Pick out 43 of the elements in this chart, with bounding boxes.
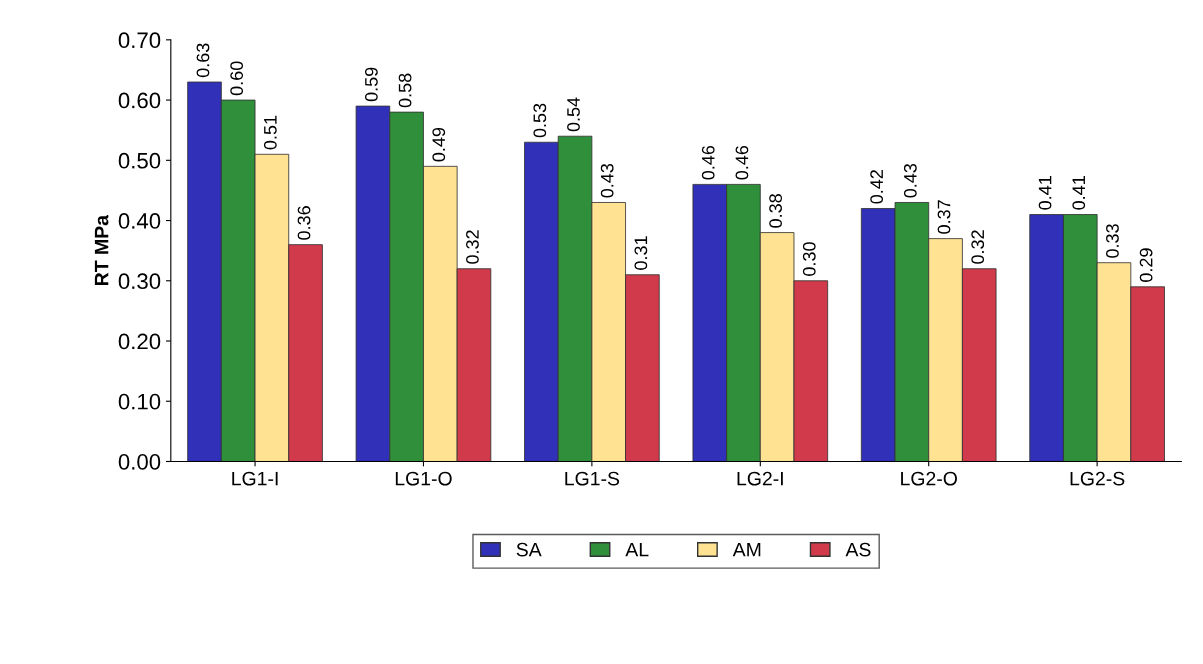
y-tick-label: 0.00 (118, 454, 161, 470)
data-label: 0.43 (903, 163, 917, 198)
x-tick-label: LG2-S (1070, 471, 1125, 486)
data-label: 0.60 (230, 61, 244, 96)
legend-label: SA (516, 542, 542, 557)
data-label: 0.30 (802, 242, 816, 276)
legend-label: AS (845, 542, 871, 557)
data-label: 0.33 (1106, 224, 1119, 258)
y-tick-label: 0.60 (118, 92, 161, 109)
data-label: 0.37 (937, 200, 951, 234)
data-label: 0.32 (466, 230, 479, 264)
data-label: 0.38 (769, 194, 782, 228)
data-label: 0.41 (1038, 176, 1052, 210)
data-label: 0.29 (1139, 248, 1153, 282)
x-tick-label: LG2-O (901, 471, 957, 486)
data-label: 0.63 (196, 43, 210, 78)
data-label: 0.58 (398, 73, 412, 108)
data-label: 0.59 (364, 67, 378, 102)
data-label: 0.32 (971, 230, 985, 264)
data-label: 0.49 (432, 127, 446, 162)
y-axis-title: RT MPa (94, 214, 109, 286)
y-tick-label: 0.20 (118, 333, 161, 350)
data-label: 0.46 (701, 145, 715, 180)
data-label: 0.31 (634, 236, 648, 270)
y-tick-label: 0.30 (118, 273, 161, 290)
y-tick-label: 0.50 (118, 152, 161, 169)
y-tick-label: 0.70 (118, 32, 161, 49)
x-tick-label: LG1-O (395, 471, 452, 486)
data-label: 0.36 (297, 206, 311, 240)
data-label: 0.41 (1072, 176, 1086, 210)
legend-label: AM (732, 542, 761, 557)
data-label: 0.43 (600, 163, 614, 198)
y-tick-label: 0.40 (118, 213, 161, 229)
data-label: 0.54 (567, 97, 580, 132)
x-tick-label: LG1-I (232, 471, 278, 486)
legend-label: AL (625, 542, 649, 557)
data-label: 0.42 (870, 170, 884, 204)
data-label: 0.53 (533, 103, 547, 138)
x-tick-label: LG1-S (565, 471, 620, 486)
x-tick-label: LG2-I (737, 471, 783, 486)
data-label: 0.51 (263, 115, 277, 150)
data-label: 0.46 (735, 145, 749, 180)
y-tick-label: 0.10 (118, 393, 161, 410)
